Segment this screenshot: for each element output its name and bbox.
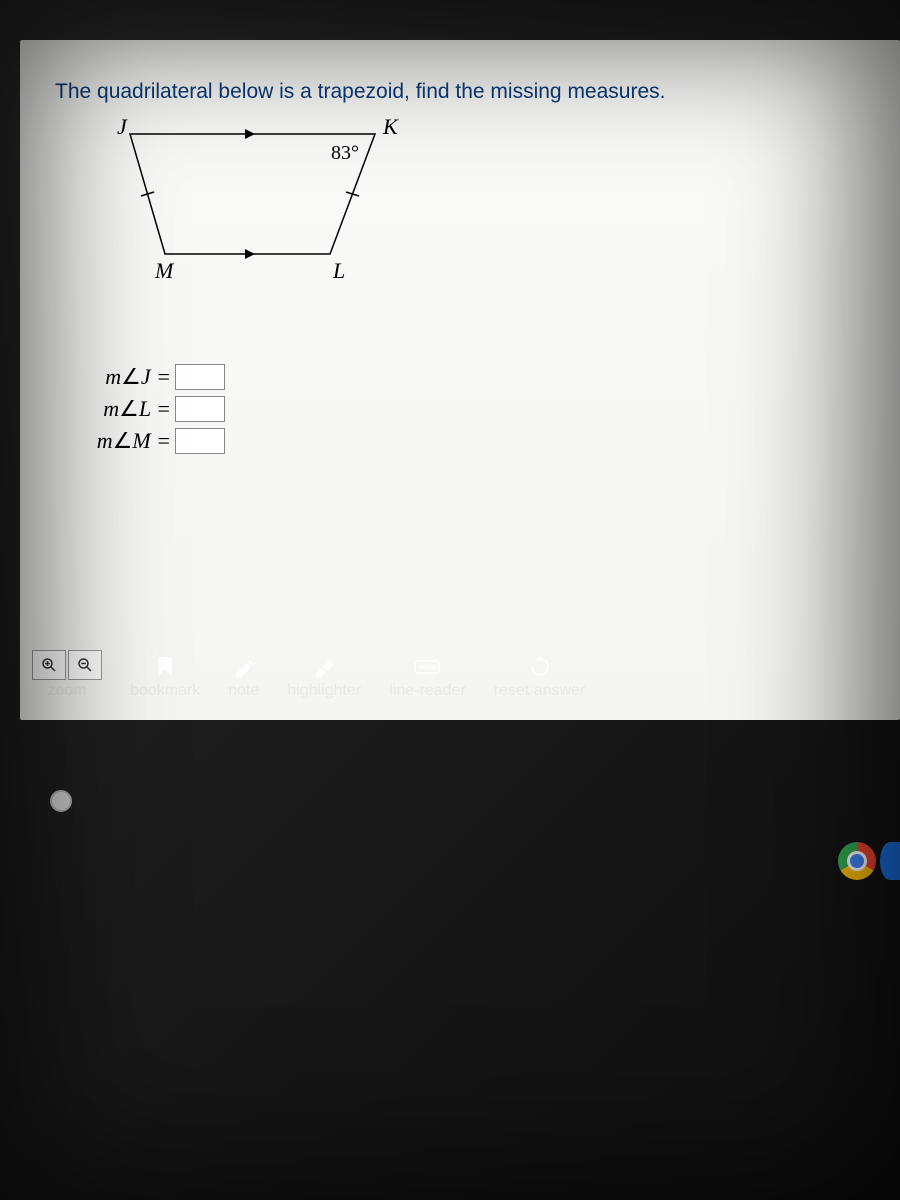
vertex-L-label: L <box>333 258 345 284</box>
partial-app-icon[interactable] <box>880 842 900 880</box>
problem-title: The quadrilateral below is a trapezoid, … <box>55 80 865 104</box>
vertex-K-label: K <box>383 114 398 140</box>
note-icon <box>230 654 258 680</box>
answer-row-J: m∠J = <box>95 364 865 390</box>
angle-K-value: 83° <box>331 142 359 165</box>
answer-row-M: m∠M = <box>95 428 865 454</box>
highlighter-icon <box>310 654 338 680</box>
reset-icon <box>526 654 554 680</box>
zoom-label: zoom <box>47 682 86 700</box>
answer-radio[interactable] <box>50 790 72 812</box>
angle-J-label: m∠J = <box>95 364 175 390</box>
below-panel <box>20 780 900 812</box>
linereader-tool[interactable]: line-reader <box>389 654 465 700</box>
taskbar-icons <box>838 842 900 880</box>
note-tool[interactable]: note <box>228 654 259 700</box>
angle-L-label: m∠L = <box>95 396 175 422</box>
bookmark-label: bookmark <box>130 682 200 700</box>
bookmark-tool[interactable]: bookmark <box>130 654 200 700</box>
vertex-M-label: M <box>155 258 173 284</box>
bookmark-icon <box>151 654 179 680</box>
answer-row-L: m∠L = <box>95 396 865 422</box>
highlighter-tool[interactable]: highlighter <box>287 654 361 700</box>
answers-area: m∠J = m∠L = m∠M = <box>95 364 865 454</box>
angle-M-label: m∠M = <box>95 428 175 454</box>
linereader-label: line-reader <box>389 682 465 700</box>
angle-J-input[interactable] <box>175 364 225 390</box>
zoom-out-button[interactable] <box>68 650 102 680</box>
angle-M-input[interactable] <box>175 428 225 454</box>
vertex-J-label: J <box>117 114 127 140</box>
note-label: note <box>228 682 259 700</box>
zoom-out-icon <box>76 656 94 674</box>
zoom-tool: zoom <box>32 650 102 700</box>
reset-label: reset answer <box>494 682 586 700</box>
zoom-in-icon <box>40 656 58 674</box>
toolbar: zoom bookmark note highlighter line-read <box>32 650 888 700</box>
trapezoid-diagram: J K L M 83° <box>95 124 435 284</box>
trapezoid-svg <box>95 124 435 284</box>
linereader-icon <box>413 654 441 680</box>
problem-panel: The quadrilateral below is a trapezoid, … <box>20 40 900 720</box>
angle-L-input[interactable] <box>175 396 225 422</box>
reset-tool[interactable]: reset answer <box>494 654 586 700</box>
zoom-in-button[interactable] <box>32 650 66 680</box>
highlighter-label: highlighter <box>287 682 361 700</box>
chrome-icon[interactable] <box>838 842 876 880</box>
